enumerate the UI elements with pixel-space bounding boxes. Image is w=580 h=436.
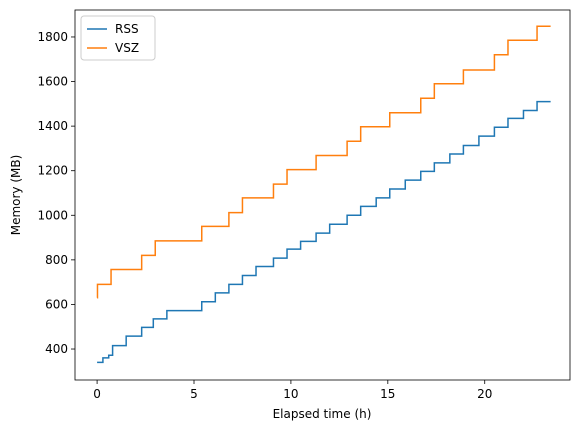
- x-tick-label: 0: [93, 387, 101, 401]
- y-tick-label: 600: [45, 297, 68, 311]
- y-tick-label: 1200: [37, 164, 68, 178]
- y-tick-label: 400: [45, 342, 68, 356]
- y-tick-label: 800: [45, 253, 68, 267]
- y-axis-label: Memory (MB): [9, 155, 23, 236]
- y-tick-label: 1400: [37, 119, 68, 133]
- x-tick-label: 20: [477, 387, 492, 401]
- line-series: [97, 100, 551, 364]
- legend-box: [80, 15, 156, 61]
- y-tick-label: 1000: [37, 208, 68, 222]
- x-tick-label: 5: [190, 387, 198, 401]
- legend-label: VSZ: [115, 41, 139, 55]
- y-tick-label: 1600: [37, 75, 68, 89]
- x-axis-label: Elapsed time (h): [273, 407, 372, 421]
- y-tick-label: 1800: [37, 30, 68, 44]
- x-tick-label: 15: [380, 387, 395, 401]
- legend-label: RSS: [115, 22, 139, 36]
- line-series: [96, 25, 551, 299]
- x-tick-label: 10: [283, 387, 298, 401]
- plot-frame: [74, 9, 571, 381]
